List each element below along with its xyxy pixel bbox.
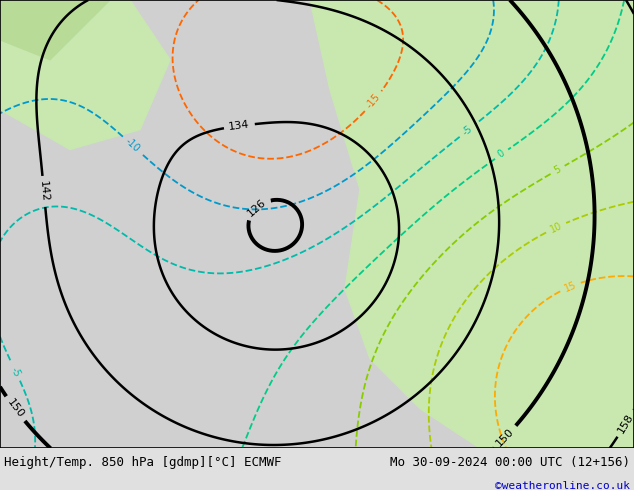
Polygon shape	[0, 0, 110, 60]
Text: 126: 126	[246, 196, 268, 218]
Text: Height/Temp. 850 hPa [gdmp][°C] ECMWF: Height/Temp. 850 hPa [gdmp][°C] ECMWF	[4, 456, 281, 469]
Text: 134: 134	[228, 120, 250, 132]
Text: -5: -5	[460, 124, 474, 138]
Polygon shape	[310, 0, 634, 448]
Text: -10: -10	[123, 136, 141, 154]
Text: 150: 150	[5, 397, 25, 420]
Polygon shape	[0, 0, 170, 149]
Text: 5: 5	[552, 164, 563, 176]
Text: -5: -5	[9, 365, 22, 378]
Text: 158: 158	[616, 412, 634, 435]
Text: 15: 15	[563, 280, 578, 294]
Text: 150: 150	[495, 426, 516, 448]
Text: Mo 30-09-2024 00:00 UTC (12+156): Mo 30-09-2024 00:00 UTC (12+156)	[390, 456, 630, 469]
Text: 10: 10	[548, 220, 564, 235]
Text: ©weatheronline.co.uk: ©weatheronline.co.uk	[495, 481, 630, 490]
Text: 142: 142	[38, 180, 50, 202]
Text: -15: -15	[365, 92, 382, 111]
Text: 0: 0	[496, 148, 507, 160]
